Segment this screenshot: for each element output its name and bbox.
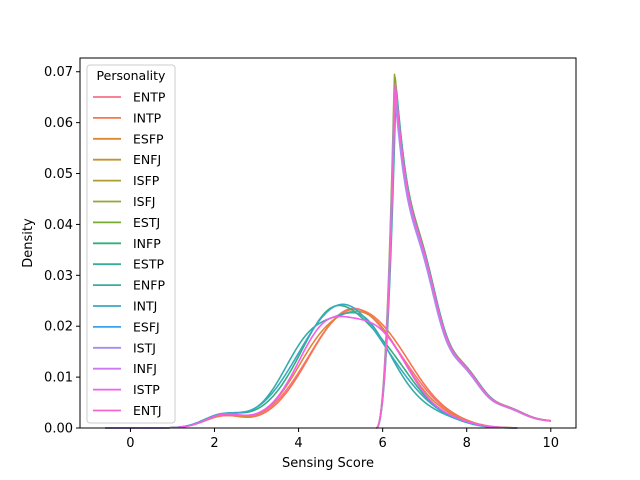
legend-label: ESTP [133,257,164,272]
y-tick-label: 0.02 [44,320,73,335]
legend-label: ISTJ [133,340,156,355]
legend-box [86,64,176,424]
x-tick-label: 0 [126,436,134,451]
y-axis-label: Density [21,218,36,268]
x-tick-label: 6 [379,436,387,451]
y-tick-label: 0.03 [44,269,73,284]
plot-frame [79,57,577,429]
x-tick-label: 10 [543,436,560,451]
legend-items: ENTP INTP ESFP ENFJ ISFP ISFJ ESTJ INFP ESTP ENFP… [93,90,166,418]
x-tick-label: 4 [294,436,302,451]
density-curve-entj [376,82,551,429]
x-tick-label: 8 [463,436,471,451]
x-axis-label: Sensing Score [282,456,374,471]
legend-label: INFJ [133,361,157,376]
legend-label: INTP [133,110,162,125]
legend-label: INTJ [133,299,157,314]
y-tick-label: 0.05 [44,167,73,182]
y-tick-label: 0.07 [44,65,73,80]
y-tick-label: 0.04 [44,218,73,233]
legend-label: ENFJ [133,152,161,167]
legend-label: ISFP [133,173,160,188]
legend-label: ESFJ [133,319,160,334]
y-axis-ticks: 0.00 0.01 0.02 0.03 0.04 0.05 0.06 0.07 [44,65,80,437]
legend-title: Personality [97,68,167,83]
legend-label: ENTJ [133,403,162,418]
x-axis-ticks: 0 2 4 6 8 10 [126,428,559,451]
legend-label: ENTP [133,90,166,105]
y-tick-label: 0.06 [44,116,73,131]
x-tick-label: 2 [210,436,218,451]
legend: Personality ENTP INTP ESFP ENFJ ISFP ISFJ ESTJ… [86,64,176,424]
legend-label: ISFJ [133,194,156,209]
legend-label: ESTJ [133,215,160,230]
legend-label: ESFP [133,131,164,146]
legend-label: ENFP [133,278,165,293]
y-tick-label: 0.00 [44,422,73,437]
legend-label: ISTP [133,382,160,397]
y-tick-label: 0.01 [44,371,73,386]
legend-label: INFP [133,236,161,251]
